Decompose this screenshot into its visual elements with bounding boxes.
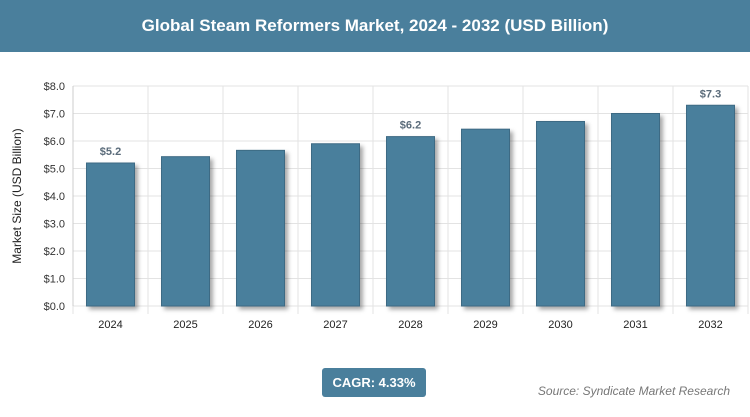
y-axis-label: Market Size (USD Billion) bbox=[10, 128, 24, 263]
x-tick-label: 2028 bbox=[398, 319, 422, 331]
y-tick-label: $6.0 bbox=[44, 136, 65, 148]
x-tick-label: 2027 bbox=[323, 319, 347, 331]
y-tick-label: $0.0 bbox=[44, 301, 65, 313]
x-tick-label: 2030 bbox=[548, 319, 572, 331]
y-tick-label: $4.0 bbox=[44, 191, 65, 203]
y-tick-label: $5.0 bbox=[44, 164, 65, 176]
y-tick-label: $3.0 bbox=[44, 219, 65, 231]
chart-title: Global Steam Reformers Market, 2024 - 20… bbox=[0, 0, 750, 52]
y-tick-label: $8.0 bbox=[44, 81, 65, 93]
bar-2027 bbox=[311, 143, 360, 307]
bar-2025 bbox=[161, 156, 210, 307]
data-label-2028: $6.2 bbox=[400, 120, 421, 132]
bar-2024 bbox=[86, 162, 135, 307]
source-note: Source: Syndicate Market Research bbox=[537, 384, 730, 398]
bar-2028 bbox=[386, 136, 435, 307]
x-tick-label: 2025 bbox=[173, 319, 197, 331]
cagr-badge: CAGR: 4.33% bbox=[322, 368, 426, 397]
x-tick-label: 2032 bbox=[698, 319, 722, 331]
x-tick-label: 2024 bbox=[98, 319, 122, 331]
bar-2030 bbox=[536, 120, 585, 307]
x-tick-label: 2029 bbox=[473, 319, 497, 331]
y-tick-label: $2.0 bbox=[44, 246, 65, 258]
bar-2032 bbox=[686, 104, 735, 307]
y-tick-label: $1.0 bbox=[44, 274, 65, 286]
data-label-2024: $5.2 bbox=[100, 146, 121, 158]
bar-2029 bbox=[461, 128, 510, 307]
bar-2031 bbox=[611, 113, 660, 307]
bar-2026 bbox=[236, 149, 285, 307]
x-tick-label: 2031 bbox=[623, 319, 647, 331]
data-label-2032: $7.3 bbox=[700, 88, 721, 100]
y-tick-label: $7.0 bbox=[44, 109, 65, 121]
x-tick-label: 2026 bbox=[248, 319, 272, 331]
